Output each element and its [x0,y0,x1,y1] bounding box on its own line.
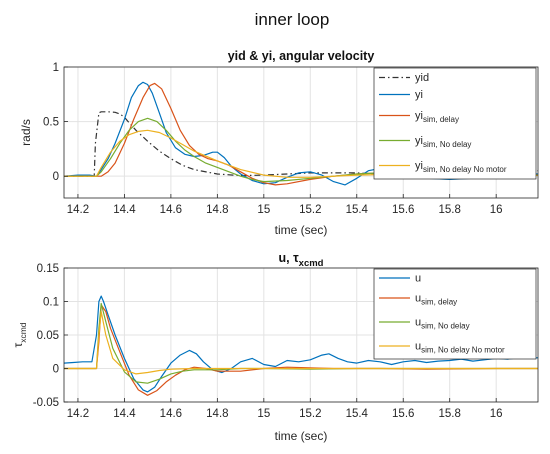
legend: u usim, delay usim, No delay usim, No delay… [373,268,537,360]
y-tick-label: 0.1 [43,297,59,309]
x-tick-label: 14.2 [67,204,89,216]
axes-box [63,66,539,199]
x-tick-label: 15.8 [439,204,461,216]
y-tick-label: -0.05 [33,397,59,409]
legend-label: yisim, No delay No motor [415,160,507,174]
x-tick-label: 15 [257,408,270,420]
x-tick-label: 14.4 [113,408,136,420]
chart-panel-1: 14.2 14.4 14.6 14.8 15 15.2 15.4 15.6 15.8 16 0 0.5… [19,49,539,237]
x-tick-label: 14.2 [67,408,89,420]
legend-label: yisim, No delay [415,135,471,149]
x-tick-label: 15.6 [392,408,414,420]
y-tick-label: 0 [53,171,59,183]
series-line-4 [64,311,538,375]
legend-label: usim, delay [415,293,457,307]
x-tick-label: 15.2 [299,204,321,216]
x-tick-label: 16 [490,204,503,216]
y-tick-label: 0.5 [43,117,59,129]
legend-label: usim, No delay No motor [415,341,505,355]
y-tick-label: 0 [53,364,59,376]
figure-title: inner loop [255,10,330,29]
x-tick-label: 14.8 [206,204,228,216]
chart-title: yid & yi, angular velocity [228,49,375,63]
chart-panel-2: 14.2 14.4 14.6 14.8 15 15.2 15.4 15.6 15.8 16 -0.0… [11,251,539,443]
series-line-1 [64,295,538,393]
y-tick-label: 0.05 [37,330,59,342]
x-tick-label: 15.8 [439,408,461,420]
x-axis-label: time (sec) [275,223,328,237]
series-group [64,295,538,396]
x-tick-label: 15.4 [346,408,369,420]
y-tick-label: 0.15 [37,263,59,275]
x-tick-label: 14.6 [160,408,182,420]
legend-label: yi [415,89,423,101]
x-tick-label: 15.6 [392,204,414,216]
x-tick-label: 14.4 [113,204,136,216]
legend-box [373,67,537,180]
series-line-1 [64,111,538,179]
x-axis-label: time (sec) [275,429,328,443]
x-tick-label: 15.2 [299,408,321,420]
y-axis-label: rad/s [19,119,33,146]
legend-label: yisim, delay [415,110,459,124]
legend-label: usim, No delay [415,317,470,331]
x-tick-label: 16 [490,408,503,420]
y-axis-label: τxcmd [11,322,28,347]
legend-box [373,268,537,360]
x-tick-label: 15.4 [346,204,369,216]
chart-title: u, τxcmd [279,251,324,269]
legend-label: u [415,273,421,285]
series-line-4 [64,117,538,183]
x-tick-label: 14.8 [206,408,228,420]
x-tick-label: 14.6 [160,204,182,216]
x-tick-label: 15 [257,204,270,216]
y-tick-label: 1 [53,62,59,74]
legend-label: yid [415,72,429,84]
legend: yid yi yisim, delay yisim, No delay yisim, N… [373,67,537,180]
